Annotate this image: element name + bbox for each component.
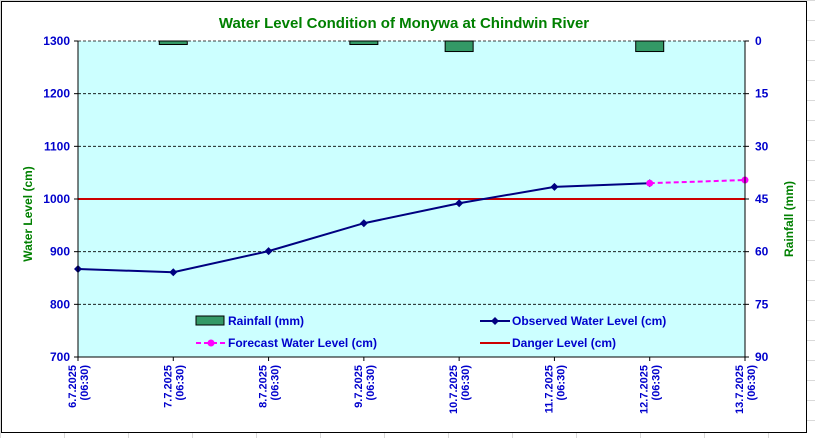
x-tick-label: 10.7.2025(06:30)	[448, 365, 472, 414]
x-tick-label-line: (06:30)	[79, 365, 91, 401]
forecast-point	[646, 179, 654, 187]
x-tick-label-line: (06:30)	[270, 365, 282, 401]
x-tick-label: 8.7.2025(06:30)	[258, 365, 282, 408]
y-tick-label: 1000	[43, 192, 70, 206]
y2-tick-label: 15	[755, 87, 769, 101]
x-tick-label: 6.7.2025(06:30)	[67, 365, 91, 408]
y2-axis-label: Rainfall (mm)	[782, 181, 796, 257]
legend-danger-label: Danger Level (cm)	[512, 336, 616, 350]
y2-tick-label: 75	[755, 297, 769, 311]
axes: 700 800 900 1000 1100 1200 1300 0 15 30 45 60 75 90 6.…	[43, 34, 768, 414]
legend-observed-label: Observed Water Level (cm)	[512, 314, 666, 328]
observed-point	[264, 247, 273, 256]
legend-rainfall-swatch	[195, 315, 225, 326]
y-tick-label: 900	[50, 245, 70, 259]
observed-point	[455, 199, 464, 208]
x-tick-label: 9.7.2025(06:30)	[353, 365, 377, 408]
observed-point	[550, 182, 559, 191]
legend: Rainfall (mm) Observed Water Level (cm) Fo…	[195, 314, 666, 350]
y-tick-label: 1300	[43, 34, 70, 48]
x-tick-label-line: (06:30)	[365, 365, 377, 401]
observed-point	[169, 268, 178, 277]
x-tick-label-line: 11.7.2025	[543, 365, 555, 413]
legend-forecast-marker	[207, 339, 215, 347]
x-tick-label-line: (06:30)	[174, 365, 186, 401]
x-tick-label-line: 12.7.2025	[639, 365, 651, 414]
x-tick-label-line: (06:30)	[651, 365, 663, 401]
y-tick-label: 1100	[44, 139, 70, 153]
rainfall-bars	[158, 40, 665, 53]
x-tick-label-line: 8.7.2025	[258, 365, 270, 408]
legend-forecast-label: Forecast Water Level (cm)	[228, 336, 377, 350]
x-tick-label-line: (06:30)	[555, 365, 567, 401]
x-tick-label-line: (06:30)	[746, 365, 758, 401]
series-lines	[74, 176, 749, 277]
x-tick-label-line: 7.7.2025	[162, 365, 174, 408]
x-tick-label-line: (06:30)	[460, 365, 472, 401]
rainfall-bar	[444, 40, 474, 53]
y2-tick-label: 30	[755, 139, 769, 153]
x-tick-label-line: 9.7.2025	[353, 365, 365, 408]
y-tick-label: 1200	[43, 87, 70, 101]
rainfall-bar	[349, 40, 379, 46]
y-tick-label: 800	[50, 297, 70, 311]
x-tick-label: 7.7.2025(06:30)	[162, 365, 186, 408]
y-tick-label: 700	[50, 350, 70, 364]
x-tick-label-line: 13.7.2025	[734, 365, 746, 414]
x-tick-label-line: 10.7.2025	[448, 365, 460, 414]
legend-rainfall-label: Rainfall (mm)	[228, 314, 304, 328]
legend-observed-marker	[491, 317, 499, 325]
observed-point	[359, 219, 368, 228]
rainfall-bar	[158, 40, 188, 46]
y-axis-label: Water Level (cm)	[21, 166, 35, 262]
y2-tick-label: 0	[755, 34, 762, 48]
rainfall-bar	[635, 40, 665, 53]
y2-tick-label: 90	[755, 350, 769, 364]
x-tick-label: 13.7.2025(06:30)	[734, 365, 758, 414]
chart-title: Water Level Condition of Monywa at Chind…	[219, 15, 589, 32]
x-tick-label-line: 6.7.2025	[67, 365, 79, 408]
x-tick-label: 11.7.2025(06:30)	[543, 365, 567, 414]
y2-tick-label: 60	[755, 245, 769, 259]
x-tick-label: 12.7.2025(06:30)	[639, 365, 663, 414]
y2-tick-label: 45	[755, 192, 769, 206]
